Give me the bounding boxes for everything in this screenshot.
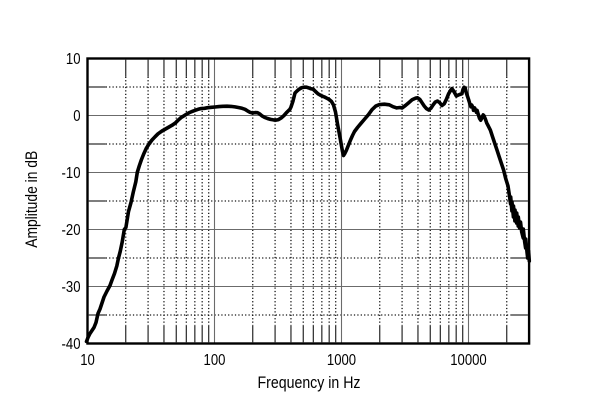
svg-text:0: 0 xyxy=(73,108,80,125)
svg-text:-10: -10 xyxy=(62,165,81,182)
svg-text:-30: -30 xyxy=(62,279,81,296)
svg-text:10: 10 xyxy=(66,51,81,68)
svg-text:100: 100 xyxy=(204,352,226,369)
svg-text:Frequency in Hz: Frequency in Hz xyxy=(258,374,361,393)
svg-text:Amplitude in dB: Amplitude in dB xyxy=(23,151,42,248)
svg-text:10: 10 xyxy=(80,352,95,369)
svg-text:-20: -20 xyxy=(62,222,81,239)
svg-text:1000: 1000 xyxy=(327,352,356,369)
svg-text:-40: -40 xyxy=(62,336,81,353)
svg-text:10000: 10000 xyxy=(450,352,486,369)
